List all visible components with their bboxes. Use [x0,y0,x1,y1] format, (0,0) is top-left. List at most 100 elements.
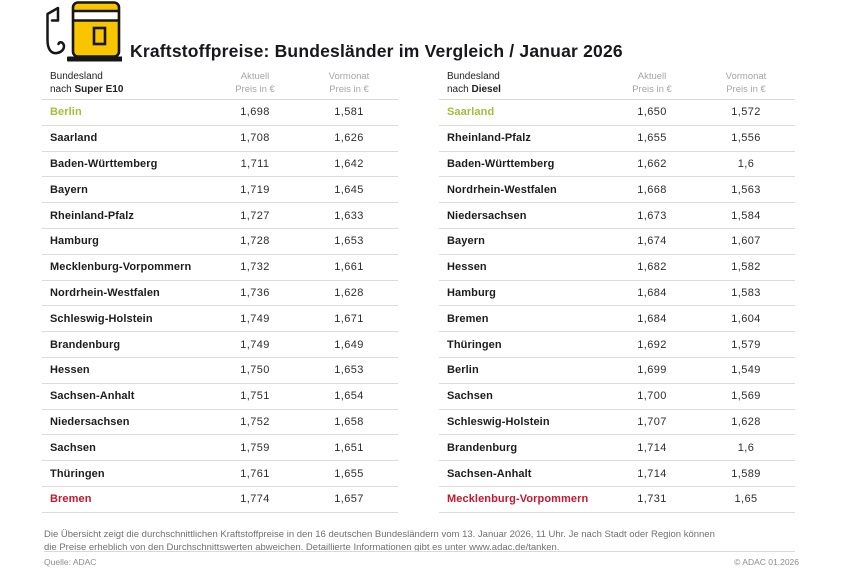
fuel-type-label: Super E10 [74,84,124,95]
column-header-previous: Vormonat Preis in € [328,71,370,95]
current-price: 1,682 [637,261,667,274]
current-price: 1,673 [637,209,667,222]
table-row: Baden-Württemberg 1,662 1,6 [439,152,795,178]
previous-price: 1,649 [334,338,364,351]
previous-price: 1,654 [334,390,364,403]
state-name: Niedersachsen [50,415,130,428]
column-header-previous: Vormonat Preis in € [725,71,767,95]
previous-price: 1,626 [334,132,364,145]
state-name: Baden-Württemberg [50,157,158,170]
state-name: Berlin [447,364,479,377]
previous-price: 1,628 [731,415,761,428]
table-row: Schleswig-Holstein 1,749 1,671 [42,306,398,333]
current-price: 1,707 [637,415,667,428]
current-price: 1,736 [240,286,270,299]
column-header-state: Bundesland nach Super E10 [50,71,124,95]
table-body: Berlin 1,698 1,581 Saarland 1,708 1,626 … [42,100,398,513]
state-name: Thüringen [447,338,502,351]
column-header-current: Aktuell Preis in € [632,71,672,95]
state-name: Bremen [50,493,92,506]
previous-price: 1,579 [731,338,761,351]
state-name: Nordrhein-Westfalen [447,183,557,196]
table-row: Thüringen 1,761 1,655 [42,461,398,487]
state-name: Schleswig-Holstein [447,415,550,428]
current-price: 1,750 [240,364,270,377]
current-price: 1,761 [240,467,270,480]
table-row: Rheinland-Pfalz 1,727 1,633 [42,203,398,229]
current-price: 1,684 [637,286,667,299]
state-name: Thüringen [50,467,105,480]
previous-price: 1,572 [731,106,761,119]
previous-price: 1,6 [737,441,755,454]
table-row: Hamburg 1,728 1,653 [42,229,398,255]
table-row: Mecklenburg-Vorpommern 1,731 1,65 [439,487,795,513]
state-name: Mecklenburg-Vorpommern [447,493,589,506]
state-name: Schleswig-Holstein [50,312,153,325]
current-price: 1,752 [240,415,270,428]
previous-price: 1,6 [737,157,755,170]
table-row: Mecklenburg-Vorpommern 1,732 1,661 [42,255,398,281]
page-title: Kraftstoffpreise: Bundesländer im Vergle… [130,40,623,61]
table-row: Bremen 1,774 1,657 [42,487,398,513]
previous-price: 1,671 [334,312,364,325]
previous-price: 1,581 [334,106,364,119]
current-price: 1,774 [240,493,270,506]
previous-price: 1,661 [334,261,364,274]
table-row: Schleswig-Holstein 1,707 1,628 [439,410,795,436]
table-row: Sachsen-Anhalt 1,751 1,654 [42,384,398,410]
table-row: Berlin 1,699 1,549 [439,358,795,384]
table-row: Sachsen-Anhalt 1,714 1,589 [439,461,795,487]
table-row: Bayern 1,674 1,607 [439,229,795,255]
table-row: Hessen 1,682 1,582 [439,255,795,281]
previous-price: 1,657 [334,493,364,506]
table-row: Niedersachsen 1,673 1,584 [439,203,795,229]
previous-price: 1,607 [731,235,761,248]
footnote-text: Die Übersicht zeigt die durchschnittlich… [44,528,715,553]
state-name: Saarland [447,106,495,119]
table-row: Berlin 1,698 1,581 [42,100,398,126]
previous-price: 1,651 [334,441,364,454]
table-row: Sachsen 1,759 1,651 [42,435,398,462]
state-name: Hamburg [447,286,496,299]
current-price: 1,708 [240,132,270,145]
fuel-type-label: Diesel [471,84,501,95]
state-name: Rheinland-Pfalz [447,132,532,145]
previous-price: 1,549 [731,364,761,377]
current-price: 1,692 [637,338,667,351]
state-name: Brandenburg [50,338,121,351]
table-diesel: Bundesland nach Diesel Aktuell Preis in … [439,70,795,513]
current-price: 1,714 [637,467,667,480]
state-name: Sachsen [50,441,96,454]
current-price: 1,699 [637,364,667,377]
previous-price: 1,569 [731,390,761,403]
previous-price: 1,583 [731,286,761,299]
current-price: 1,650 [637,106,667,119]
state-name: Hamburg [50,235,99,248]
state-name: Baden-Württemberg [447,157,555,170]
source-label: Quelle: ADAC [44,557,97,567]
state-name: Sachsen-Anhalt [50,390,135,403]
table-header: Bundesland nach Diesel Aktuell Preis in … [439,70,795,100]
copyright-label: © ADAC 01.2026 [734,557,799,567]
state-name: Bayern [50,183,88,196]
current-price: 1,662 [637,157,667,170]
current-price: 1,749 [240,312,270,325]
current-price: 1,751 [240,390,270,403]
current-price: 1,728 [240,235,270,248]
previous-price: 1,653 [334,235,364,248]
table-row: Nordrhein-Westfalen 1,736 1,628 [42,281,398,307]
previous-price: 1,642 [334,157,364,170]
previous-price: 1,604 [731,312,761,325]
current-price: 1,732 [240,261,270,274]
table-row: Bremen 1,684 1,604 [439,306,795,333]
current-price: 1,668 [637,183,667,196]
table-row: Baden-Württemberg 1,711 1,642 [42,152,398,178]
previous-price: 1,653 [334,364,364,377]
previous-price: 1,589 [731,467,761,480]
state-name: Nordrhein-Westfalen [50,286,160,299]
state-name: Saarland [50,132,98,145]
previous-price: 1,556 [731,132,761,145]
current-price: 1,714 [637,441,667,454]
previous-price: 1,584 [731,209,761,222]
